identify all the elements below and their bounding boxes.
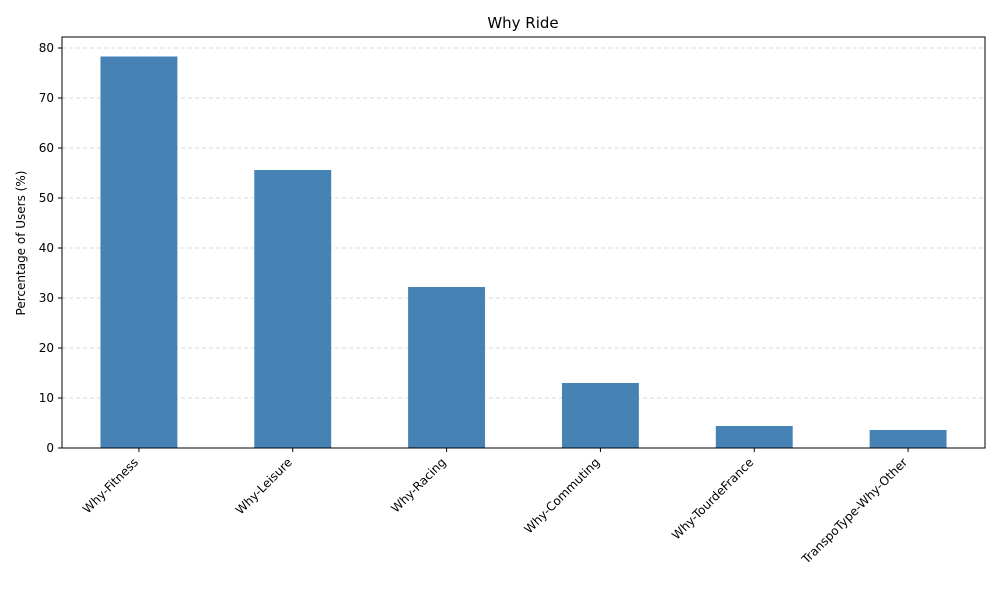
plot-frame [61, 36, 986, 449]
bar [869, 430, 947, 448]
y-tick-label: 80 [39, 41, 54, 55]
y-tick-label: 40 [39, 241, 54, 255]
x-tick-label: TranspoType-Why-Other [798, 455, 910, 567]
bar [100, 56, 178, 448]
bar [561, 383, 639, 448]
bar [715, 426, 793, 448]
axes: 0 10 20 30 40 50 60 70 80 Why-Fitness Why-Leisure W… [39, 36, 986, 567]
bars [100, 56, 947, 448]
x-tick-label: Why-TourdeFrance [669, 455, 756, 542]
y-axis-label: Percentage of Users (%) [14, 171, 28, 316]
y-tick-label: 30 [39, 291, 54, 305]
y-tick-label: 10 [39, 391, 54, 405]
y-tick-label: 60 [39, 141, 54, 155]
x-tick-label: Why-Leisure [233, 455, 295, 517]
x-tick-label: Why-Commuting [521, 455, 602, 536]
x-tick-label: Why-Fitness [80, 455, 141, 516]
chart-title: Why Ride [487, 14, 558, 32]
bar [408, 287, 486, 448]
x-tick-label: Why-Racing [388, 455, 448, 515]
y-tick-label: 70 [39, 91, 54, 105]
y-tick-label: 0 [46, 441, 54, 455]
y-tick-label: 20 [39, 341, 54, 355]
bar [254, 170, 332, 448]
y-tick-label: 50 [39, 191, 54, 205]
gridlines [62, 47, 985, 399]
